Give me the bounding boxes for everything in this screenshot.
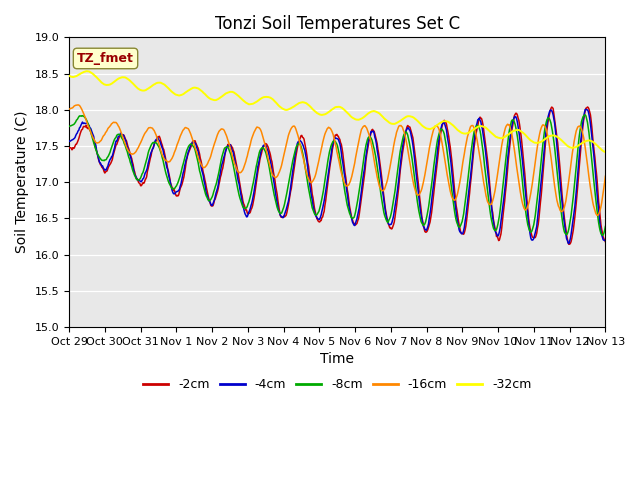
Legend: -2cm, -4cm, -8cm, -16cm, -32cm: -2cm, -4cm, -8cm, -16cm, -32cm: [138, 373, 536, 396]
Title: Tonzi Soil Temperatures Set C: Tonzi Soil Temperatures Set C: [214, 15, 460, 33]
X-axis label: Time: Time: [320, 352, 354, 366]
Y-axis label: Soil Temperature (C): Soil Temperature (C): [15, 111, 29, 253]
Text: TZ_fmet: TZ_fmet: [77, 52, 134, 65]
